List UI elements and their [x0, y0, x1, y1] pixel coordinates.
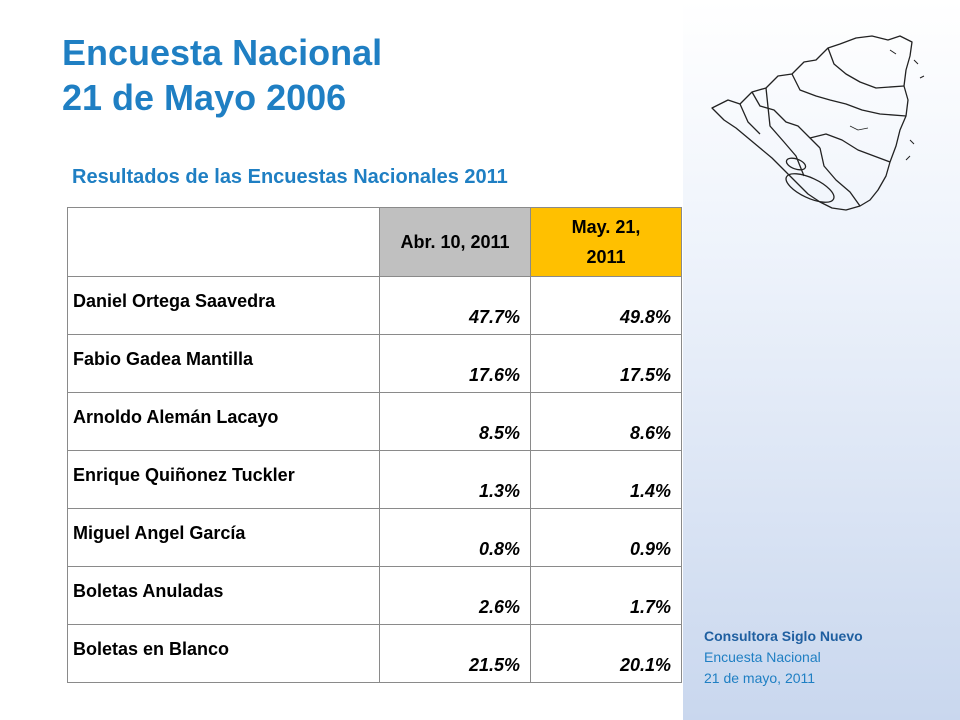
candidate-name-cell: Boletas Anuladas: [67, 566, 380, 625]
abr-value: 21.5%: [379, 624, 531, 683]
table-row: Fabio Gadea Mantilla 17.6% 17.5%: [67, 334, 682, 393]
candidate-name: Arnoldo Alemán Lacayo: [73, 407, 279, 427]
footer-org: Consultora Siglo Nuevo: [704, 628, 863, 644]
abr-value: 1.3%: [379, 450, 531, 509]
table-row: Miguel Angel García 0.8% 0.9%: [67, 508, 682, 567]
page-title: Encuesta Nacional 21 de Mayo 2006: [62, 30, 382, 120]
candidate-name: Boletas en Blanco: [73, 639, 230, 659]
footer-survey: Encuesta Nacional: [704, 649, 821, 665]
table-header-row: Abr. 10, 2011 May. 21, 2011: [67, 207, 682, 277]
may-value: 17.5%: [530, 334, 682, 393]
candidate-name-cell: Enrique Quiñonez Tuckler: [67, 450, 380, 509]
abr-value: 0.8%: [379, 508, 531, 567]
candidate-name-cell: Boletas en Blanco: [67, 624, 380, 683]
candidate-name: Miguel Angel García: [73, 523, 246, 543]
header-abr-label: Abr. 10, 2011: [400, 232, 510, 252]
candidate-name: Boletas Anuladas: [73, 581, 224, 601]
side-panel: [683, 0, 960, 720]
table-row: Daniel Ortega Saavedra 47.7% 49.8%: [67, 276, 682, 335]
header-may-cell: May. 21, 2011: [530, 207, 682, 277]
candidate-name: Enrique Quiñonez Tuckler: [73, 465, 295, 485]
title-line-2: 21 de Mayo 2006: [62, 77, 347, 118]
candidate-name-cell: Miguel Angel García: [67, 508, 380, 567]
table-row: Boletas en Blanco 21.5% 20.1%: [67, 624, 682, 683]
candidate-name: Daniel Ortega Saavedra: [73, 291, 276, 311]
header-may-label: May. 21, 2011: [571, 217, 641, 267]
candidate-name-cell: Fabio Gadea Mantilla: [67, 334, 380, 393]
candidate-name: Fabio Gadea Mantilla: [73, 349, 254, 369]
may-value: 8.6%: [530, 392, 682, 451]
header-empty-cell: [67, 207, 380, 277]
table-row: Arnoldo Alemán Lacayo 8.5% 8.6%: [67, 392, 682, 451]
abr-value: 2.6%: [379, 566, 531, 625]
title-line-1: Encuesta Nacional: [62, 32, 383, 73]
header-abr-cell: Abr. 10, 2011: [379, 207, 531, 277]
may-value: 0.9%: [530, 508, 682, 567]
may-value: 20.1%: [530, 624, 682, 683]
abr-value: 8.5%: [379, 392, 531, 451]
table-row: Boletas Anuladas 2.6% 1.7%: [67, 566, 682, 625]
candidate-name-cell: Daniel Ortega Saavedra: [67, 276, 380, 335]
results-table: Abr. 10, 2011 May. 21, 2011 Daniel Orteg…: [67, 207, 682, 683]
may-value: 1.7%: [530, 566, 682, 625]
nicaragua-map-outline-icon: [711, 35, 925, 211]
may-value: 49.8%: [530, 276, 682, 335]
candidate-name-cell: Arnoldo Alemán Lacayo: [67, 392, 380, 451]
footer-credits: Consultora Siglo Nuevo Encuesta Nacional…: [704, 626, 863, 689]
footer-date: 21 de mayo, 2011: [704, 670, 816, 686]
abr-value: 47.7%: [379, 276, 531, 335]
abr-value: 17.6%: [379, 334, 531, 393]
table-subtitle: Resultados de las Encuestas Nacionales 2…: [72, 166, 508, 188]
table-row: Enrique Quiñonez Tuckler 1.3% 1.4%: [67, 450, 682, 509]
may-value: 1.4%: [530, 450, 682, 509]
